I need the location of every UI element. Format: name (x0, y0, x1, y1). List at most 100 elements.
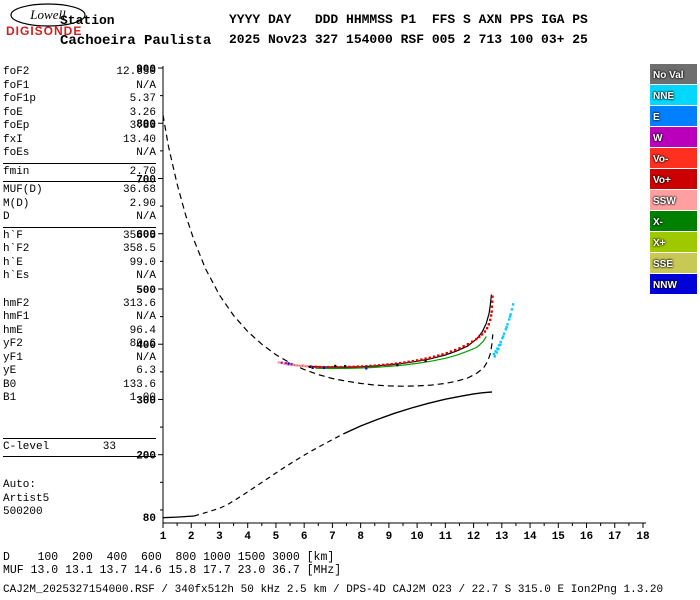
y-tick-label: 700 (136, 174, 156, 186)
param-row: B1 1.00 (3, 392, 156, 406)
x-tick-label: 8 (357, 531, 364, 543)
param-value: N/A (136, 147, 156, 159)
param-row: MUF(D) 36.68 (3, 184, 156, 198)
param-row: h`Es N/A (3, 270, 156, 284)
param-row: hmF2 313.6 (3, 298, 156, 312)
legend-label: X- (653, 217, 663, 228)
param-row: h`F 358.5 (3, 230, 156, 244)
param-value: 36.68 (122, 184, 156, 196)
direction-legend: No Val NNE E W Vo- Vo+ SSW X- X+ SSE NNW (650, 64, 697, 295)
param-value: N/A (136, 270, 156, 282)
param-label: foEp (3, 120, 30, 132)
x-tick-label: 6 (301, 531, 308, 543)
x-tick-label: 16 (580, 531, 593, 543)
legend-label: Vo- (653, 154, 669, 165)
param-label: Artist5 (3, 492, 50, 505)
panel-separator (3, 226, 156, 228)
x-tick-label: 9 (386, 531, 393, 543)
legend-item-e: E (650, 106, 697, 126)
param-label: B0 (3, 378, 17, 391)
y-tick-label: 900 (136, 64, 156, 76)
legend-item-nnw: NNW (650, 274, 697, 294)
x-tick-label: 10 (411, 531, 424, 543)
param-label: C-level (3, 440, 50, 453)
param-value: 12.650 (116, 66, 156, 78)
series-o-echoes (301, 295, 494, 369)
param-label: h`E (3, 256, 23, 269)
param-value: 33 (102, 440, 116, 453)
series-misc-echoes-black (308, 359, 427, 368)
legend-item-w: W (650, 127, 697, 147)
param-row: h`F2 358.5 (3, 243, 156, 257)
param-row: B0 133.6 (3, 379, 156, 393)
param-label: h`F2 (3, 243, 30, 255)
param-row: Auto: (3, 479, 156, 493)
x-tick-label: 4 (244, 531, 251, 543)
series-x-trace-fit (315, 336, 487, 370)
param-label: h`Es (3, 270, 30, 282)
param-row: fmin 2.70 (3, 166, 156, 180)
series-x-echoes-tail (492, 303, 515, 358)
x-tick-label: 11 (439, 531, 453, 543)
param-value: N/A (136, 311, 156, 323)
y-tick-label: 200 (136, 451, 156, 463)
param-value: 3.83 (129, 120, 156, 132)
legend-item-sse: SSE (650, 253, 697, 273)
legend-item-ssw: SSW (650, 190, 697, 210)
x-tick-label: 3 (216, 531, 223, 543)
series-o-trace-fit (287, 294, 492, 368)
param-label: M(D) (3, 197, 30, 210)
legend-item-vo+: Vo+ (650, 169, 697, 189)
parameter-panel: foF2 12.650 foF1 N/A foF1p 5.37 foE 3.26 foEp 3.8… (3, 66, 156, 520)
param-value: 13.40 (122, 133, 156, 146)
muf-table-muf-row: MUF 13.0 13.1 13.7 14.6 15.8 17.7 23.0 3… (3, 564, 342, 577)
param-label: fmin (3, 165, 30, 178)
param-row: C-level 33 (3, 441, 156, 455)
param-label: hmE (3, 324, 23, 337)
param-label: yF2 (3, 338, 23, 350)
panel-separator (3, 437, 156, 439)
x-tick-label: 7 (329, 531, 336, 543)
param-value: 2.90 (129, 197, 156, 210)
x-tick-label: 18 (636, 531, 650, 543)
x-tick-label: 5 (273, 531, 280, 543)
param-label: foF1p (3, 93, 37, 105)
param-row: foF1 N/A (3, 80, 156, 94)
param-label: yF1 (3, 351, 23, 364)
param-row: foE 3.26 (3, 107, 156, 121)
logo-ellipse (10, 3, 86, 27)
param-label: foE (3, 106, 23, 119)
file-info-line: CAJ2M_2025327154000.RSF / 340fx512h 50 k… (3, 584, 664, 596)
param-value: 3.26 (129, 106, 156, 119)
x-tick-label: 17 (608, 531, 621, 543)
param-row: foF2 12.650 (3, 66, 156, 80)
param-row: yF1 N/A (3, 352, 156, 366)
param-value: 313.6 (122, 297, 156, 310)
param-value: 358.5 (122, 243, 156, 255)
param-row: h`E 99.0 (3, 257, 156, 271)
param-row: hmF1 N/A (3, 311, 156, 325)
digisonde-logo: Lowell DIGISONDE (6, 3, 86, 38)
legend-item-nne: NNE (650, 85, 697, 105)
x-tick-label: 15 (552, 531, 566, 543)
y-axis-bottom-label: 80 (143, 513, 156, 525)
param-row: foEp 3.83 (3, 120, 156, 134)
legend-item-vo-: Vo- (650, 148, 697, 168)
legend-label: No Val (653, 70, 684, 81)
param-value: 133.6 (122, 378, 156, 391)
param-value: 358.5 (122, 229, 156, 242)
y-tick-label: 400 (136, 340, 156, 352)
param-row: yF2 80.6 (3, 338, 156, 352)
logo-lowell-text: Lowell (29, 7, 66, 22)
param-label: 500200 (3, 506, 43, 518)
param-value: 99.0 (129, 256, 156, 269)
param-label: B1 (3, 392, 17, 404)
logo-digisonde-text: DIGISONDE (6, 24, 82, 38)
y-tick-label: 300 (136, 395, 156, 407)
param-label: yE (3, 365, 17, 377)
param-row: Artist5 (3, 493, 156, 507)
series-muf-transmission-curve (162, 114, 494, 387)
param-row: 500200 (3, 506, 156, 520)
y-tick-label: 800 (136, 119, 156, 131)
